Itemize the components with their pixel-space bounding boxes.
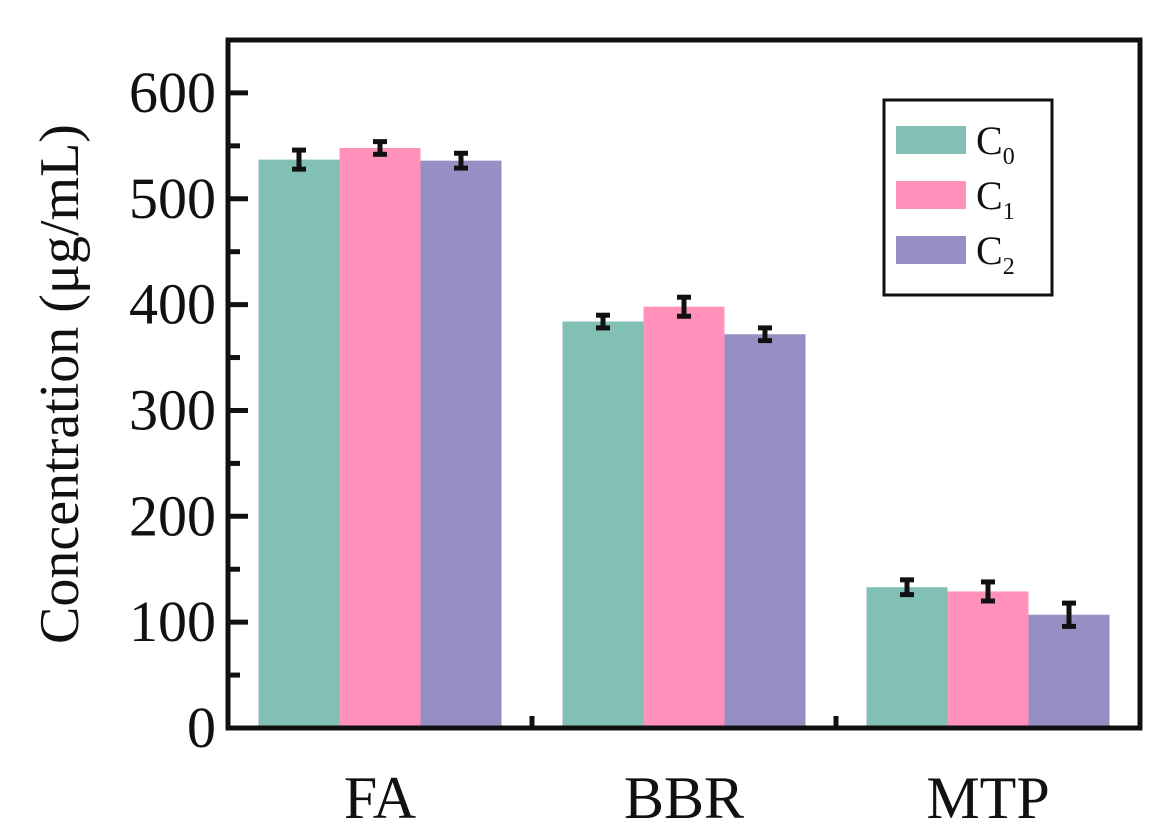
- x-tick-label: FA: [344, 765, 416, 831]
- bars-layer: [258, 147, 1110, 729]
- y-tick-label: 500: [129, 166, 216, 231]
- legend-label-subscript: 0: [1003, 144, 1015, 170]
- bar: [724, 334, 806, 728]
- error-bars-layer: [292, 139, 1076, 629]
- bar: [562, 321, 644, 728]
- bar: [258, 159, 340, 729]
- legend-swatch: [896, 236, 966, 264]
- y-tick-label: 300: [129, 377, 216, 442]
- legend-swatch: [896, 181, 966, 209]
- y-tick-label: 600: [129, 60, 216, 125]
- x-tick-label: BBR: [624, 765, 744, 831]
- bar: [643, 306, 725, 728]
- plot-frame: [225, 37, 1143, 731]
- bar: [1028, 614, 1110, 728]
- bar: [947, 591, 1029, 728]
- y-tick-label: 100: [129, 589, 216, 654]
- y-tick-label: 400: [129, 272, 216, 337]
- y-tick-label: 200: [129, 483, 216, 548]
- bar: [420, 160, 502, 728]
- legend-label-subscript: 2: [1003, 254, 1015, 280]
- x-tick-label: MTP: [926, 765, 1049, 831]
- legend-label-subscript: 1: [1003, 199, 1015, 225]
- bar: [339, 147, 421, 728]
- legend-swatch: [896, 126, 966, 154]
- y-axis-title: Concentration (μg/mL): [29, 124, 91, 644]
- bar: [866, 587, 948, 728]
- y-tick-label: 0: [187, 695, 216, 760]
- ticks-layer: 0 100 200 300 400 500 600 FA BBR MTP: [129, 60, 1050, 831]
